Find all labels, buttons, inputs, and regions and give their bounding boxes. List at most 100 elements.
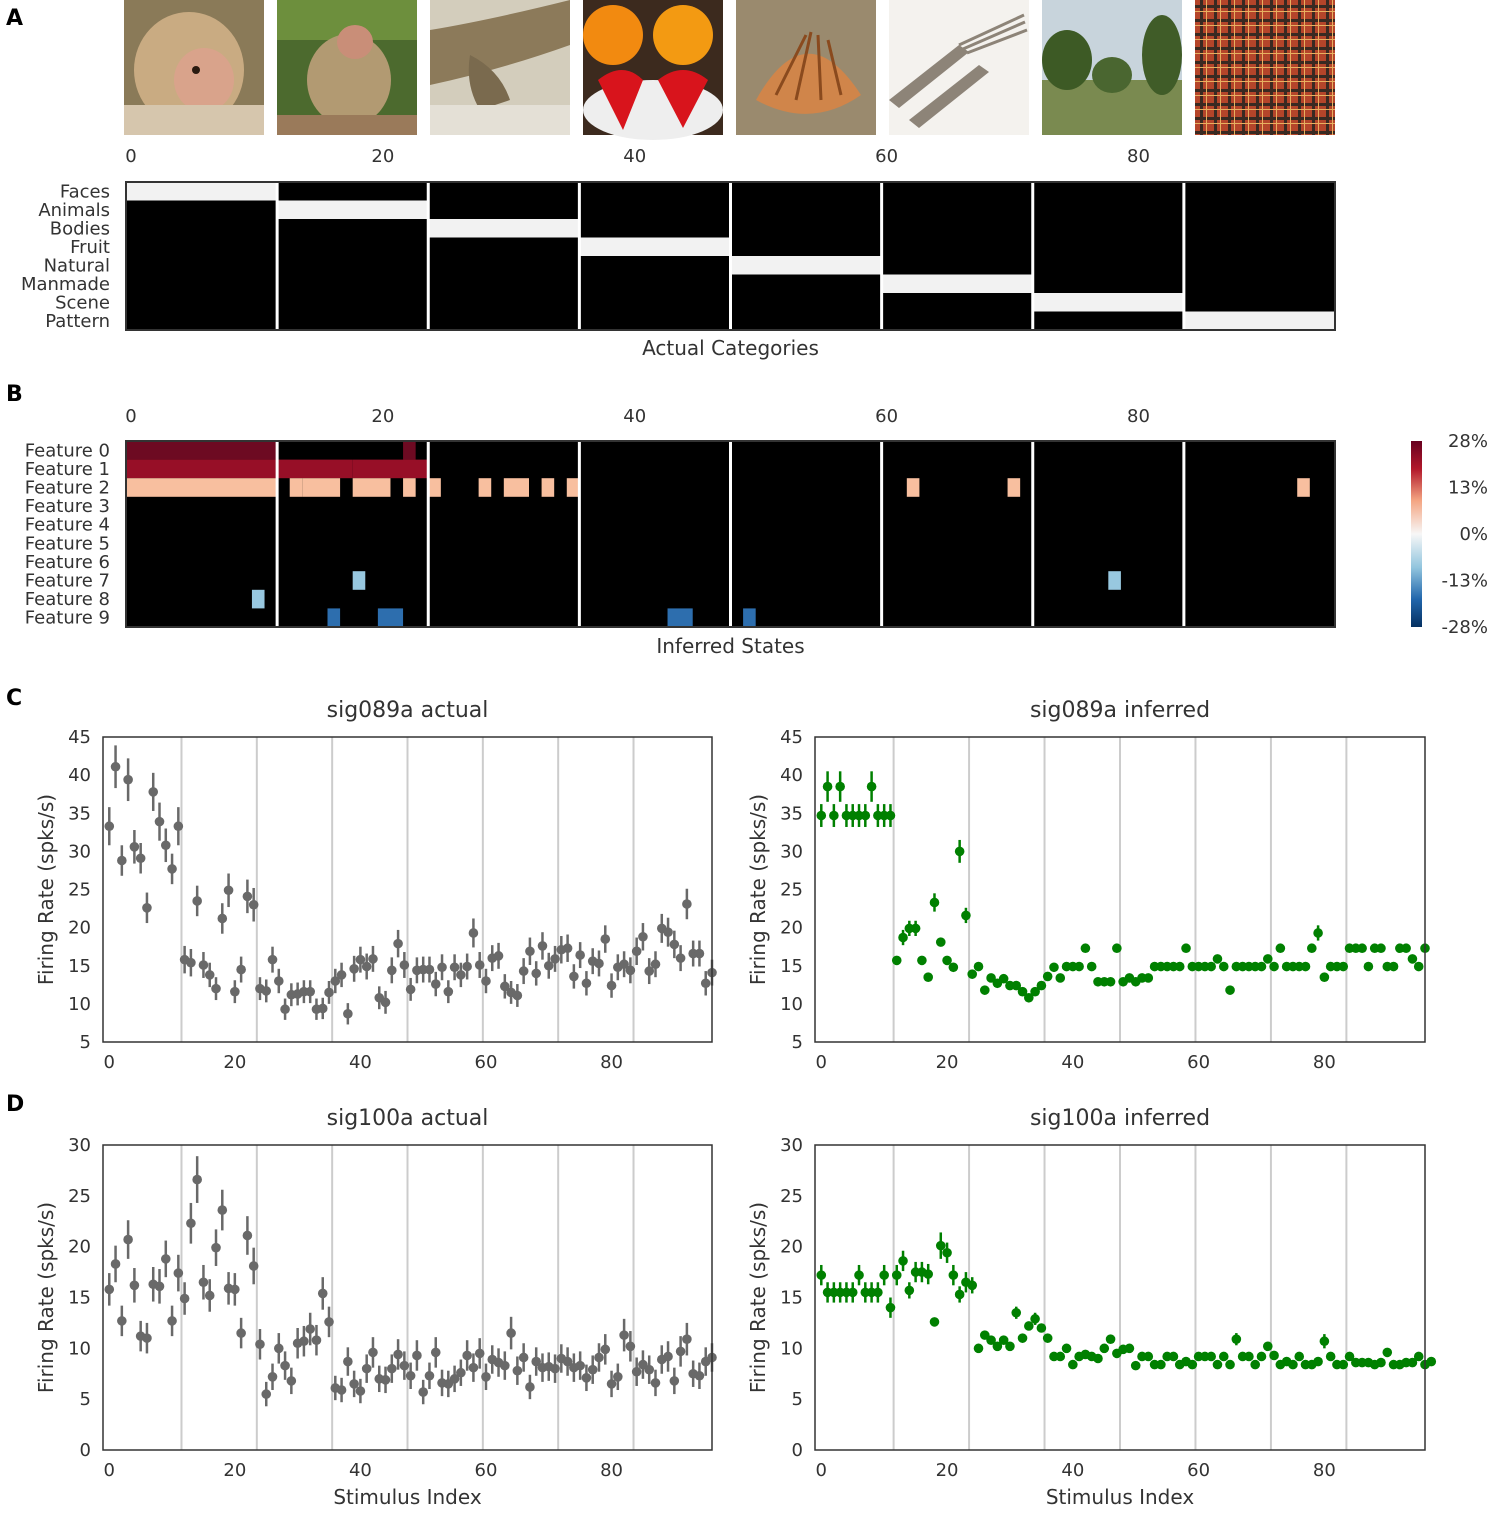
data-point: [462, 1350, 472, 1361]
row-label: Bodies: [50, 218, 110, 239]
heatmap-frame: [125, 181, 1336, 331]
data-point: [443, 986, 454, 997]
data-point: [430, 979, 441, 989]
data-point: [1099, 1343, 1110, 1354]
category-cell: [579, 237, 731, 256]
feature-cell: [478, 478, 492, 497]
data-point: [1055, 973, 1066, 983]
y-tick-label: 20: [68, 918, 91, 939]
plot-title: sig089a actual: [327, 698, 489, 723]
data-point: [675, 1346, 686, 1357]
plot-title: sig100a inferred: [1030, 1106, 1210, 1131]
data-point: [387, 965, 397, 976]
y-tick-label: 30: [68, 841, 91, 862]
data-point: [273, 976, 284, 986]
y-tick-label: 35: [780, 803, 803, 824]
y-tick-label: 0: [792, 1440, 803, 1461]
data-point: [456, 970, 466, 980]
data-point: [1344, 1351, 1355, 1362]
data-point: [1413, 961, 1424, 972]
x-tick-label: 20: [371, 406, 394, 427]
data-point: [531, 1356, 542, 1367]
data-point: [948, 1270, 959, 1280]
sig089a-inferred-plot: 5 10 15 20 25 30 35 40 45 0 20 40 60 80 sig089a inferr…: [746, 698, 1430, 1073]
colorbar-tick-label: 28%: [1448, 431, 1488, 452]
plot-title: sig100a actual: [327, 1106, 489, 1131]
row-label: Feature 8: [25, 589, 110, 610]
stimulus-axis-ticks: 0 20 40 60 80: [125, 146, 1150, 167]
row-label: Feature 1: [25, 459, 110, 480]
data-point: [1093, 1353, 1103, 1364]
y-axis-label: Firing Rate (spks/s): [34, 1202, 58, 1393]
data-point: [1244, 1351, 1254, 1362]
data-point: [1376, 943, 1386, 954]
row-label: Feature 7: [25, 571, 110, 592]
category-cell: [126, 182, 278, 201]
y-axis-label: Firing Rate (spks/s): [746, 1202, 770, 1393]
feature-cell: [251, 589, 265, 609]
plot-frame: [102, 736, 713, 1043]
data-point: [129, 842, 140, 852]
data-point: [129, 1280, 140, 1291]
data-point: [280, 1004, 290, 1015]
y-tick-label: 25: [780, 1186, 803, 1207]
actual-categories-heatmap: FacesAnimalsBodiesFruitNaturalManmadeSce…: [21, 181, 1336, 360]
data-point: [1413, 1351, 1424, 1362]
data-point: [142, 1333, 152, 1343]
data-point: [500, 981, 510, 992]
data-point: [211, 1242, 221, 1253]
data-point: [954, 846, 965, 857]
data-point: [631, 1366, 642, 1377]
data-point: [405, 1370, 416, 1381]
data-point: [160, 1254, 171, 1264]
data-point: [179, 1293, 190, 1304]
data-point: [663, 1351, 673, 1362]
data-point: [904, 1285, 915, 1296]
data-point: [669, 1376, 680, 1386]
plot-frame: [102, 1144, 713, 1451]
data-point: [929, 1317, 940, 1327]
x-tick-label: 60: [475, 1052, 498, 1073]
data-point: [418, 1387, 428, 1397]
data-point: [305, 1324, 315, 1334]
data-point: [317, 1003, 328, 1014]
data-point: [424, 964, 435, 975]
x-tick-label: 20: [936, 1460, 959, 1481]
y-tick-label: 30: [780, 841, 803, 862]
y-tick-label: 5: [80, 1389, 91, 1410]
x-tick-label: 0: [104, 1052, 115, 1073]
feature-cell: [743, 608, 756, 627]
data-point: [992, 1341, 1003, 1352]
data-point: [424, 1370, 435, 1381]
colorbar-tick-label: 0%: [1459, 524, 1488, 545]
feature-cell: [1108, 571, 1121, 590]
data-point: [935, 937, 946, 947]
data-point: [1042, 971, 1053, 982]
data-point: [349, 1379, 359, 1389]
feature-cell: [403, 441, 416, 460]
feature-cell: [403, 478, 416, 497]
feature-cell: [541, 478, 555, 497]
data-point: [1206, 961, 1216, 972]
data-point: [1325, 1351, 1336, 1362]
feature-cell: [503, 478, 529, 497]
data-point: [860, 810, 871, 821]
data-point: [255, 1339, 265, 1350]
data-point: [816, 810, 827, 821]
data-point: [368, 954, 378, 964]
data-point: [1269, 1350, 1279, 1361]
data-point: [468, 928, 479, 938]
x-tick-label: 60: [475, 1460, 498, 1481]
feature-cell: [327, 608, 341, 627]
data-point: [117, 855, 127, 866]
row-label: Feature 9: [25, 608, 110, 629]
data-point: [879, 1270, 889, 1280]
category-cell: [730, 256, 882, 275]
data-point: [217, 913, 228, 924]
row-label: Manmade: [21, 274, 110, 295]
data-point: [587, 1364, 598, 1375]
data-point: [110, 1259, 121, 1269]
x-tick-label: 0: [104, 1460, 115, 1481]
